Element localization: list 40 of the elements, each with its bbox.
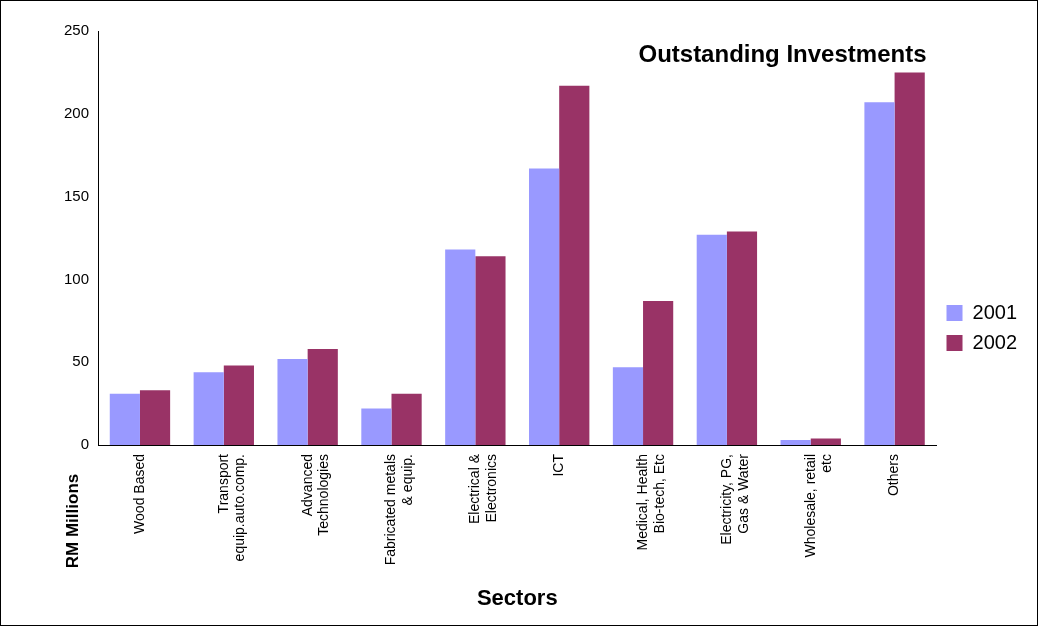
legend-label: 2002 <box>972 330 1018 353</box>
y-tick-label: 150 <box>64 186 90 204</box>
bar <box>139 390 171 445</box>
x-tick-label: Others <box>885 454 902 497</box>
y-tick-label: 100 <box>64 269 90 287</box>
bar <box>223 365 254 445</box>
y-tick-label: 200 <box>64 103 90 121</box>
bar <box>864 102 895 445</box>
x-tick-label: Medical, Health Bio-tech, Etc <box>633 454 667 551</box>
y-tick-label: 0 <box>80 435 90 453</box>
bar <box>475 256 506 445</box>
x-tick-label: Electrical & Electronics <box>466 453 499 525</box>
bar <box>726 231 758 445</box>
bar <box>696 234 727 445</box>
x-tick-label: Wood Based <box>130 454 147 534</box>
bar <box>277 358 308 445</box>
x-tick-label: Transport equip.auto.comp. <box>214 453 248 562</box>
y-tick-label: 50 <box>72 352 90 370</box>
bar <box>643 300 674 445</box>
chart-title: Outstanding Investments <box>638 39 927 67</box>
bar <box>361 408 392 445</box>
bar <box>391 393 422 445</box>
bar <box>445 249 476 445</box>
bar <box>780 440 811 445</box>
bar <box>193 372 224 445</box>
bar <box>810 438 841 445</box>
bar <box>109 393 140 445</box>
y-tick-label: 250 <box>64 21 90 39</box>
bar <box>529 168 560 445</box>
y-axis-title: RM Millions <box>62 473 82 569</box>
x-tick-label: Wholesale, retail etc <box>801 454 835 558</box>
bar <box>612 367 644 445</box>
bar <box>559 85 590 445</box>
x-tick-label: ICT <box>550 453 567 477</box>
bar <box>307 348 338 445</box>
x-tick-label: Electricity, PG, Gas & Water <box>717 453 751 545</box>
legend-label: 2001 <box>972 300 1018 323</box>
x-tick-label: Fabricated metals & equip. <box>382 454 416 566</box>
x-axis-title: Sectors <box>476 585 558 611</box>
bar <box>894 72 925 445</box>
